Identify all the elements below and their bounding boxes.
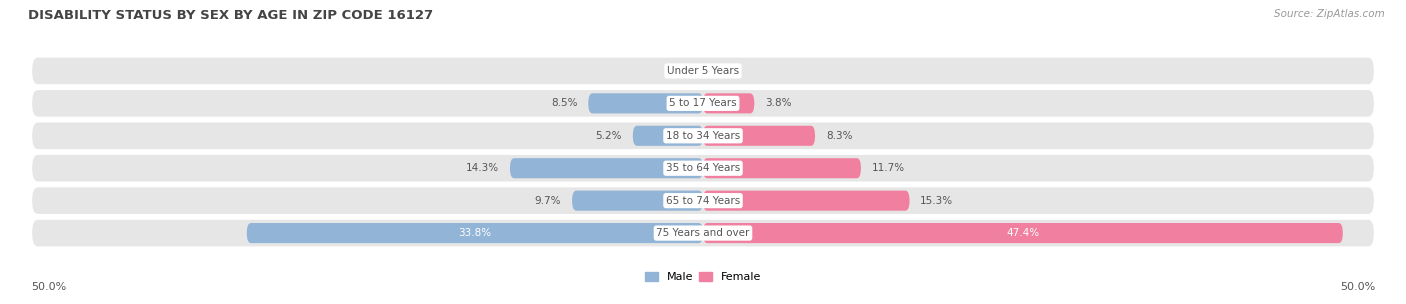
Text: 50.0%: 50.0%	[31, 282, 66, 292]
Text: DISABILITY STATUS BY SEX BY AGE IN ZIP CODE 16127: DISABILITY STATUS BY SEX BY AGE IN ZIP C…	[28, 9, 433, 22]
Text: 75 Years and over: 75 Years and over	[657, 228, 749, 238]
Text: 15.3%: 15.3%	[921, 196, 953, 206]
Text: 47.4%: 47.4%	[1007, 228, 1039, 238]
Text: Under 5 Years: Under 5 Years	[666, 66, 740, 76]
Text: 0.0%: 0.0%	[710, 66, 735, 76]
Text: 5 to 17 Years: 5 to 17 Years	[669, 98, 737, 108]
Text: 11.7%: 11.7%	[872, 163, 905, 173]
FancyBboxPatch shape	[32, 58, 1374, 84]
Text: 50.0%: 50.0%	[1340, 282, 1375, 292]
FancyBboxPatch shape	[703, 93, 754, 113]
FancyBboxPatch shape	[32, 123, 1374, 149]
FancyBboxPatch shape	[703, 158, 860, 178]
FancyBboxPatch shape	[32, 155, 1374, 181]
Text: 35 to 64 Years: 35 to 64 Years	[666, 163, 740, 173]
Text: 8.3%: 8.3%	[825, 131, 852, 141]
Text: 9.7%: 9.7%	[534, 196, 561, 206]
Text: 33.8%: 33.8%	[458, 228, 492, 238]
Text: 14.3%: 14.3%	[465, 163, 499, 173]
FancyBboxPatch shape	[633, 126, 703, 146]
Text: 3.8%: 3.8%	[765, 98, 792, 108]
Text: 65 to 74 Years: 65 to 74 Years	[666, 196, 740, 206]
FancyBboxPatch shape	[703, 223, 1343, 243]
FancyBboxPatch shape	[703, 191, 910, 211]
FancyBboxPatch shape	[32, 187, 1374, 214]
Text: Source: ZipAtlas.com: Source: ZipAtlas.com	[1274, 9, 1385, 19]
FancyBboxPatch shape	[510, 158, 703, 178]
Text: 0.0%: 0.0%	[671, 66, 696, 76]
Text: 5.2%: 5.2%	[596, 131, 621, 141]
FancyBboxPatch shape	[247, 223, 703, 243]
Legend: Male, Female: Male, Female	[640, 267, 766, 287]
FancyBboxPatch shape	[588, 93, 703, 113]
Text: 18 to 34 Years: 18 to 34 Years	[666, 131, 740, 141]
FancyBboxPatch shape	[572, 191, 703, 211]
FancyBboxPatch shape	[703, 126, 815, 146]
FancyBboxPatch shape	[32, 90, 1374, 117]
Text: 8.5%: 8.5%	[551, 98, 578, 108]
FancyBboxPatch shape	[32, 220, 1374, 246]
